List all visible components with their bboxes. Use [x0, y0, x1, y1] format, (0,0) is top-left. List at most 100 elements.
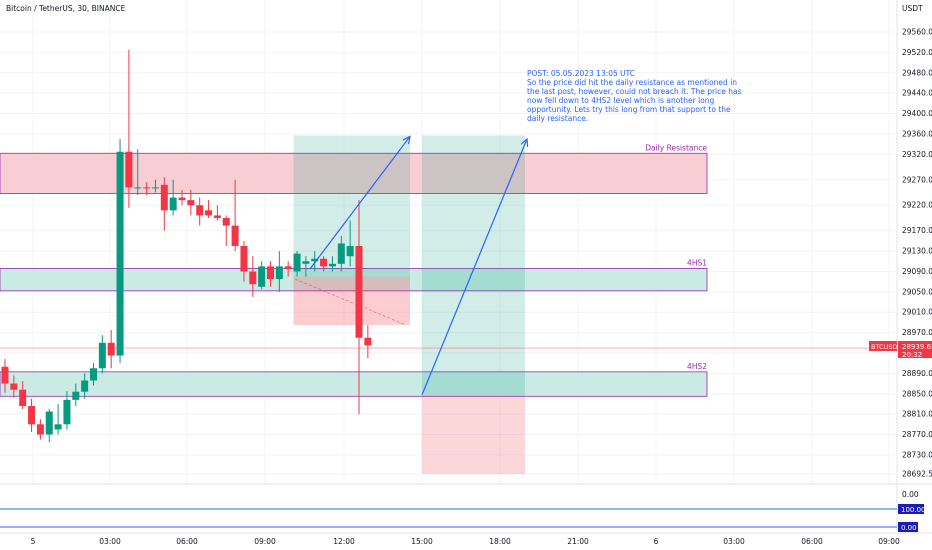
candle-body	[90, 368, 97, 381]
note-line-6: daily resistance.	[527, 114, 588, 123]
candle-body	[302, 261, 310, 264]
position-1-path-line	[294, 278, 407, 326]
candle-body	[328, 263, 336, 267]
price-tick-label: 29170.00	[902, 226, 932, 235]
hs2-support-zone-label: 4HS2	[687, 362, 707, 371]
candle-body	[28, 405, 36, 425]
time-tick-label: 03:00	[99, 537, 121, 546]
price-tick-label: 28730.00	[902, 450, 932, 459]
candle-body	[19, 389, 27, 406]
price-tick-label: 29440.00	[902, 89, 932, 98]
time-tick-label: 6	[654, 537, 659, 546]
candle-body	[240, 245, 248, 272]
candle-body	[98, 342, 106, 369]
symbol-tag-text: BTCUSDT	[871, 343, 901, 351]
price-tick-label: 29400.00	[902, 109, 932, 118]
note-line-2: So the price did hit the daily resistanc…	[527, 78, 737, 87]
candle-body	[10, 383, 18, 390]
candle-body	[143, 187, 151, 189]
price-tick-label: 29270.00	[902, 175, 932, 184]
price-tick-label: 28770.00	[902, 430, 932, 439]
symbol-tag	[869, 341, 897, 351]
time-tick-label: 18:00	[489, 537, 511, 546]
price-tick-label: 28890.00	[902, 369, 932, 378]
projection-arrow-1	[309, 136, 410, 270]
candle-body	[337, 243, 345, 264]
price-tick-label: 28970.00	[902, 328, 932, 337]
time-tick-label: 12:00	[333, 537, 355, 546]
price-tick-label: 29480.00	[902, 68, 932, 77]
candle-body	[1, 366, 9, 384]
candle-body	[364, 337, 372, 346]
time-tick-label: 03:00	[723, 537, 745, 546]
price-tick-label: 29090.00	[902, 267, 932, 276]
candle-body	[178, 197, 186, 201]
projection-arrow-2	[421, 139, 527, 395]
candle-body	[346, 245, 354, 257]
candle-body	[213, 215, 221, 218]
position-1-stop-box	[293, 276, 410, 325]
price-tick-label: 29010.00	[902, 308, 932, 317]
time-tick-label: 5	[31, 537, 36, 546]
indicator-100-tag	[898, 504, 924, 514]
candle-body	[284, 266, 292, 269]
indicator-0-tag	[898, 522, 918, 532]
daily-resistance-zone-label: Daily Resistance	[645, 143, 707, 152]
time-tick-label: 09:00	[878, 537, 900, 546]
price-tick-label: 29360.00	[902, 129, 932, 138]
indicator-100-text: 100.00	[901, 506, 926, 514]
time-tick-label: 09:00	[254, 537, 276, 546]
price-tick-label: 29320.00	[902, 150, 932, 159]
candle-body	[169, 197, 177, 211]
chart-title: Bitcoin / TetherUS, 30, BINANCE	[6, 4, 126, 13]
price-tick-label: 29050.00	[902, 287, 932, 296]
candle-body	[151, 187, 159, 189]
candle-body	[125, 151, 133, 188]
candles-layer	[1, 49, 372, 443]
time-tick-label: 06:00	[176, 537, 198, 546]
candle-body	[355, 245, 363, 338]
time-axis[interactable]: 5 03:00 06:00 09:00 12:00 15:00 18:00 21:00 6 03:…	[31, 537, 900, 546]
note-line-3: the last post, however, could not breach…	[527, 87, 742, 96]
price-tick-label: 29560.00	[902, 28, 932, 37]
price-tick-label: 29520.00	[902, 48, 932, 57]
candle-body	[267, 266, 274, 280]
price-tick-label: 28692.50	[902, 470, 932, 479]
candle-body	[205, 210, 213, 216]
position-2-stop-box	[422, 396, 525, 474]
arrows-layer	[294, 136, 527, 395]
indicator-0-text: 0.00	[901, 524, 917, 532]
price-tick-label: 29130.00	[902, 247, 932, 256]
candle-body	[134, 187, 142, 189]
hs2-support-zone	[0, 371, 708, 397]
candle-body	[320, 258, 328, 267]
price-tag-value: 28939.65	[902, 343, 932, 351]
candle-body	[107, 342, 115, 356]
candle-body	[72, 391, 80, 400]
candle-body	[249, 271, 257, 285]
candle-body	[116, 151, 124, 356]
candle-body	[293, 253, 301, 272]
candle-body	[311, 258, 319, 262]
candle-body	[81, 380, 89, 392]
candle-body	[222, 217, 230, 226]
candle-body	[54, 424, 62, 430]
price-tag-countdown: 20:32	[902, 351, 922, 359]
candle-body	[187, 200, 195, 206]
candle-body	[196, 205, 204, 216]
time-tick-label: 06:00	[801, 537, 823, 546]
hs1-support-zone	[0, 268, 708, 292]
time-tick-label: 21:00	[567, 537, 589, 546]
note-line-4: now fell down to 4HS2 level which is ano…	[527, 96, 714, 105]
price-tick-label: 29220.00	[902, 201, 932, 210]
price-tag	[898, 341, 932, 358]
hs1-support-zone-label: 4HS1	[687, 258, 707, 267]
candle-body	[258, 266, 266, 287]
note-line-5: opportunity. Lets try this long from tha…	[527, 105, 731, 114]
candle-body	[45, 411, 53, 435]
price-axis[interactable]: 29560.00 29520.00 29480.00 29440.00 29400.00…	[902, 28, 932, 479]
candle-body	[36, 424, 44, 435]
candle-body	[63, 399, 71, 425]
price-tick-label: 28810.00	[902, 410, 932, 419]
